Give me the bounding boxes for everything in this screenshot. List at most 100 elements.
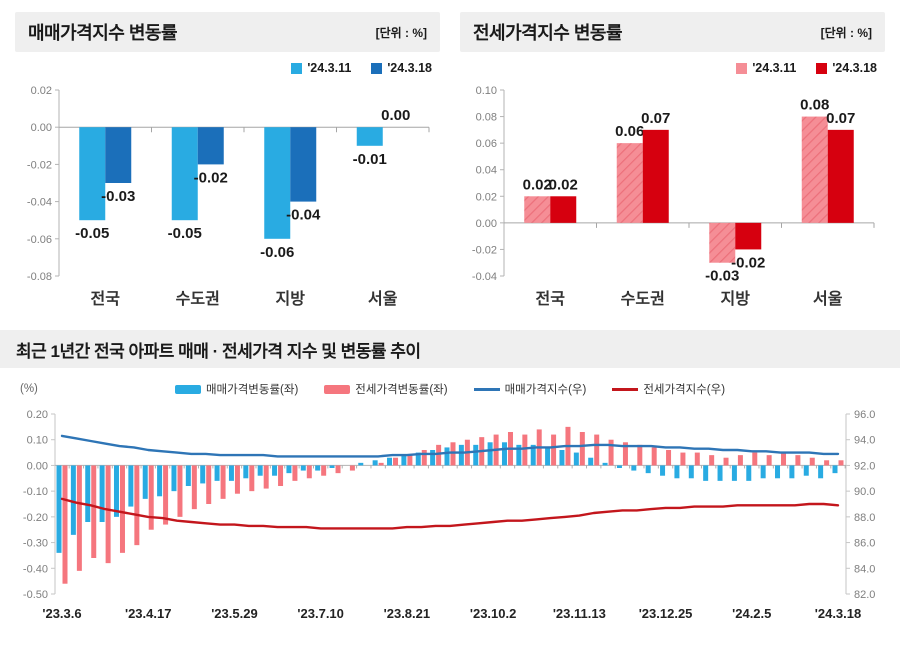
y-tick-label: 0.06 [476,138,497,150]
change-rate-bar [666,450,672,466]
bar [550,196,577,223]
change-rate-bar [824,460,830,466]
value-label: 0.06 [615,123,644,140]
series-swatch-icon [816,62,828,74]
series-swatch-icon [371,62,383,74]
change-rate-bar [191,465,197,510]
change-rate-bar [450,442,456,466]
right-y-tick-label: 96.0 [854,409,875,421]
change-rate-bar [272,465,278,476]
value-label: 0.08 [800,97,829,114]
bar [524,196,551,223]
jeonse-panel-header: 전세가격지수 변동률 [단위 : %] [460,12,885,52]
change-rate-bar [163,465,169,525]
x-tick-label: '23.7.10 [297,606,343,621]
change-rate-bar [594,434,600,466]
value-label: -0.03 [705,268,739,285]
legend-label: '24.3.11 [307,61,352,75]
bar [356,127,383,146]
y-tick-label: 0.00 [476,218,497,230]
category-label: 서울 [368,290,398,308]
change-rate-bar [157,465,163,497]
left-y-tick-label: -0.30 [23,538,48,550]
trend-section-title: 최근 1년간 전국 아파트 매매 · 전세가격 지수 및 변동률 추이 [16,341,421,361]
legend-label: 매매가격변동률(좌) [205,384,299,396]
jeonse-price-bar-chart: 0.100.080.060.040.020.00-0.02-0.040.020.… [472,85,875,308]
change-rate-bar [214,465,220,481]
trend-combo-chart: 0.20 0.10 0.00 -0.10 -0.20 -0.30 -0.40 -0.50 96.… [23,409,876,621]
legend-item: '24.3.18 [371,61,432,75]
bar [290,127,317,202]
bar-series-swatch-icon [324,384,351,394]
jeonse-panel-unit-label: [단위 : %] [820,25,872,40]
change-rate-bar [177,465,183,517]
change-rate-bar [292,465,298,481]
left-y-tick-label: 0.10 [27,435,48,447]
change-rate-bar [321,465,327,476]
change-rate-bar [335,465,341,474]
value-label: 0.00 [381,107,410,124]
change-rate-bar [703,465,709,481]
legend-label: '24.3.18 [387,61,432,75]
x-tick-label: '23.12.25 [639,606,693,621]
change-rate-bar [70,465,76,535]
value-label: -0.01 [353,151,387,168]
change-rate-bar [119,465,125,553]
x-tick-label: '23.8.21 [384,606,430,621]
value-label: -0.05 [75,225,109,242]
category-label: 지방 [276,290,306,308]
change-rate-bar [680,452,686,466]
x-tick-label: '23.11.13 [553,606,606,621]
jeonse-price-panel: 전세가격지수 변동률 [단위 : %] '24.3.11 '24.3.18 0.… [460,12,885,314]
change-rate-bar [105,465,111,564]
left-y-tick-label: -0.50 [23,589,48,601]
index-line [60,434,840,458]
legend-item: 전세가격변동률(좌) [324,381,448,397]
change-rate-bar [228,465,234,481]
y-tick-label: 0.02 [476,191,497,203]
change-rate-bar [436,444,442,466]
bar [827,129,854,223]
change-rate-bar [651,447,657,466]
line-series-swatch-icon [612,387,639,391]
change-rate-bar [407,455,413,466]
change-rate-bar [349,465,355,471]
y-tick-label: -0.04 [27,197,52,209]
value-label: 0.07 [641,110,670,127]
jeonse-panel-title: 전세가격지수 변동률 [473,23,623,43]
bar [197,127,224,165]
sale-panel-legend: '24.3.11 '24.3.18 [15,60,432,76]
legend-item: '24.3.11 [291,61,351,75]
change-rate-bar [148,465,154,530]
change-rate-bar [76,465,82,571]
change-rate-bar [458,444,464,466]
value-label: -0.04 [286,207,321,224]
bar [264,127,291,239]
change-rate-bar [789,465,795,479]
bar-series-swatch-icon [174,384,201,394]
change-rate-bar [622,442,628,466]
category-label: 서울 [813,290,843,308]
change-rate-bar [723,457,729,466]
change-rate-bar [795,455,801,466]
change-rate-bar [278,465,284,486]
change-rate-bar [372,460,378,466]
category-label: 수도권 [176,289,220,308]
change-rate-bar [516,444,522,466]
y-tick-label: 0.10 [476,85,497,97]
sale-panel-unit-label: [단위 : %] [375,25,427,40]
change-rate-bar [551,434,557,466]
x-tick-label: '23.5.29 [211,606,257,621]
jeonse-panel-legend: '24.3.11 '24.3.18 [460,60,877,76]
value-label: 0.02 [523,176,552,193]
change-rate-bar [737,455,743,466]
right-y-tick-label: 86.0 [854,538,875,550]
right-y-tick-label: 88.0 [854,512,875,524]
value-label: -0.02 [194,169,228,186]
change-rate-bar [832,465,838,474]
change-rate-bar [249,465,255,492]
bar [801,116,828,223]
index-line [60,497,840,530]
value-label: -0.06 [260,244,294,261]
